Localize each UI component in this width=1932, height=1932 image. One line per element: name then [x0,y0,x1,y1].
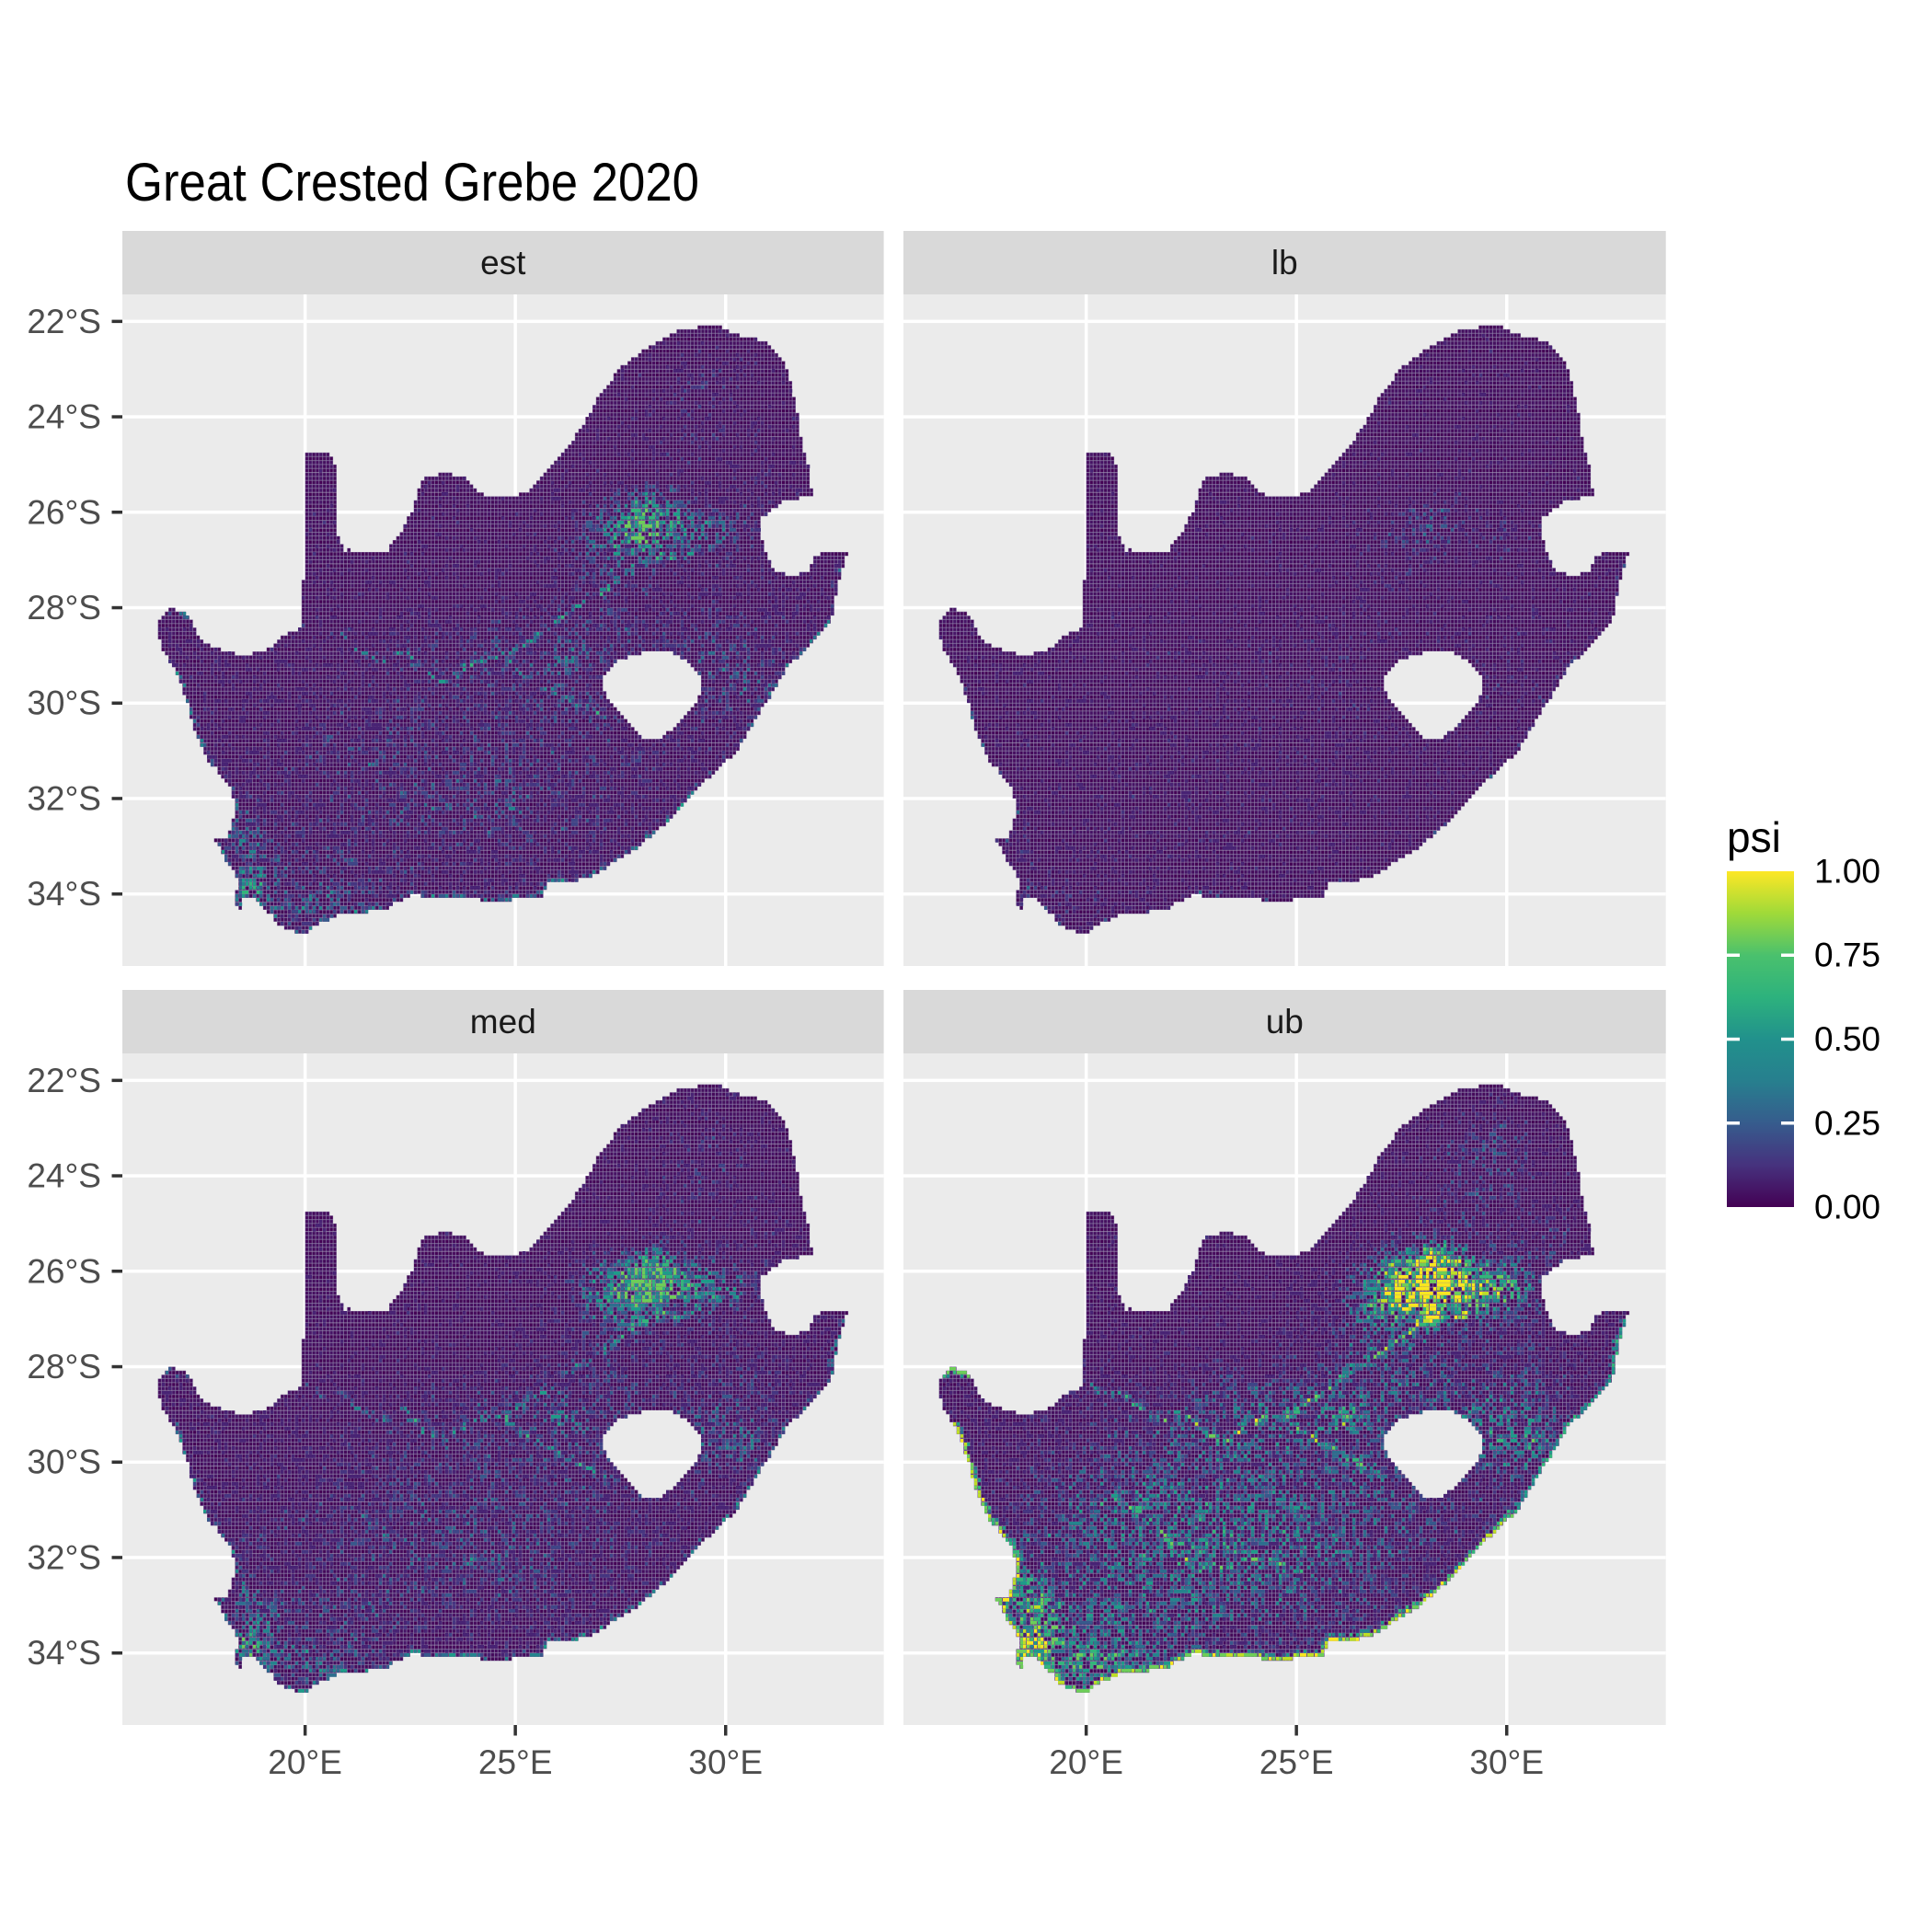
svg-text:ub: ub [1266,1003,1304,1041]
svg-text:28°S: 28°S [27,1348,101,1386]
svg-text:Great Crested Grebe 2020: Great Crested Grebe 2020 [125,153,699,213]
svg-text:32°S: 32°S [27,780,101,818]
svg-text:0.25: 0.25 [1814,1104,1880,1142]
svg-text:0.00: 0.00 [1814,1189,1880,1226]
svg-text:34°S: 34°S [27,1634,101,1672]
svg-text:0.50: 0.50 [1814,1020,1880,1058]
svg-text:26°S: 26°S [27,493,101,531]
svg-text:32°S: 32°S [27,1539,101,1577]
svg-text:0.75: 0.75 [1814,937,1880,974]
svg-text:26°S: 26°S [27,1252,101,1290]
svg-text:34°S: 34°S [27,875,101,913]
svg-text:psi: psi [1727,813,1781,861]
svg-text:28°S: 28°S [27,589,101,627]
svg-text:25°E: 25°E [478,1743,553,1781]
svg-text:30°E: 30°E [688,1743,763,1781]
svg-text:lb: lb [1271,244,1298,282]
svg-text:30°S: 30°S [27,1443,101,1481]
svg-text:20°E: 20°E [1049,1743,1123,1781]
svg-text:est: est [480,244,526,282]
svg-text:med: med [470,1003,536,1041]
svg-text:20°E: 20°E [268,1743,342,1781]
svg-text:24°S: 24°S [27,398,101,436]
svg-text:24°S: 24°S [27,1157,101,1195]
svg-text:22°S: 22°S [27,303,101,340]
svg-text:30°E: 30°E [1469,1743,1544,1781]
svg-text:30°S: 30°S [27,684,101,722]
svg-text:22°S: 22°S [27,1062,101,1099]
svg-text:25°E: 25°E [1259,1743,1334,1781]
svg-text:1.00: 1.00 [1814,853,1880,891]
